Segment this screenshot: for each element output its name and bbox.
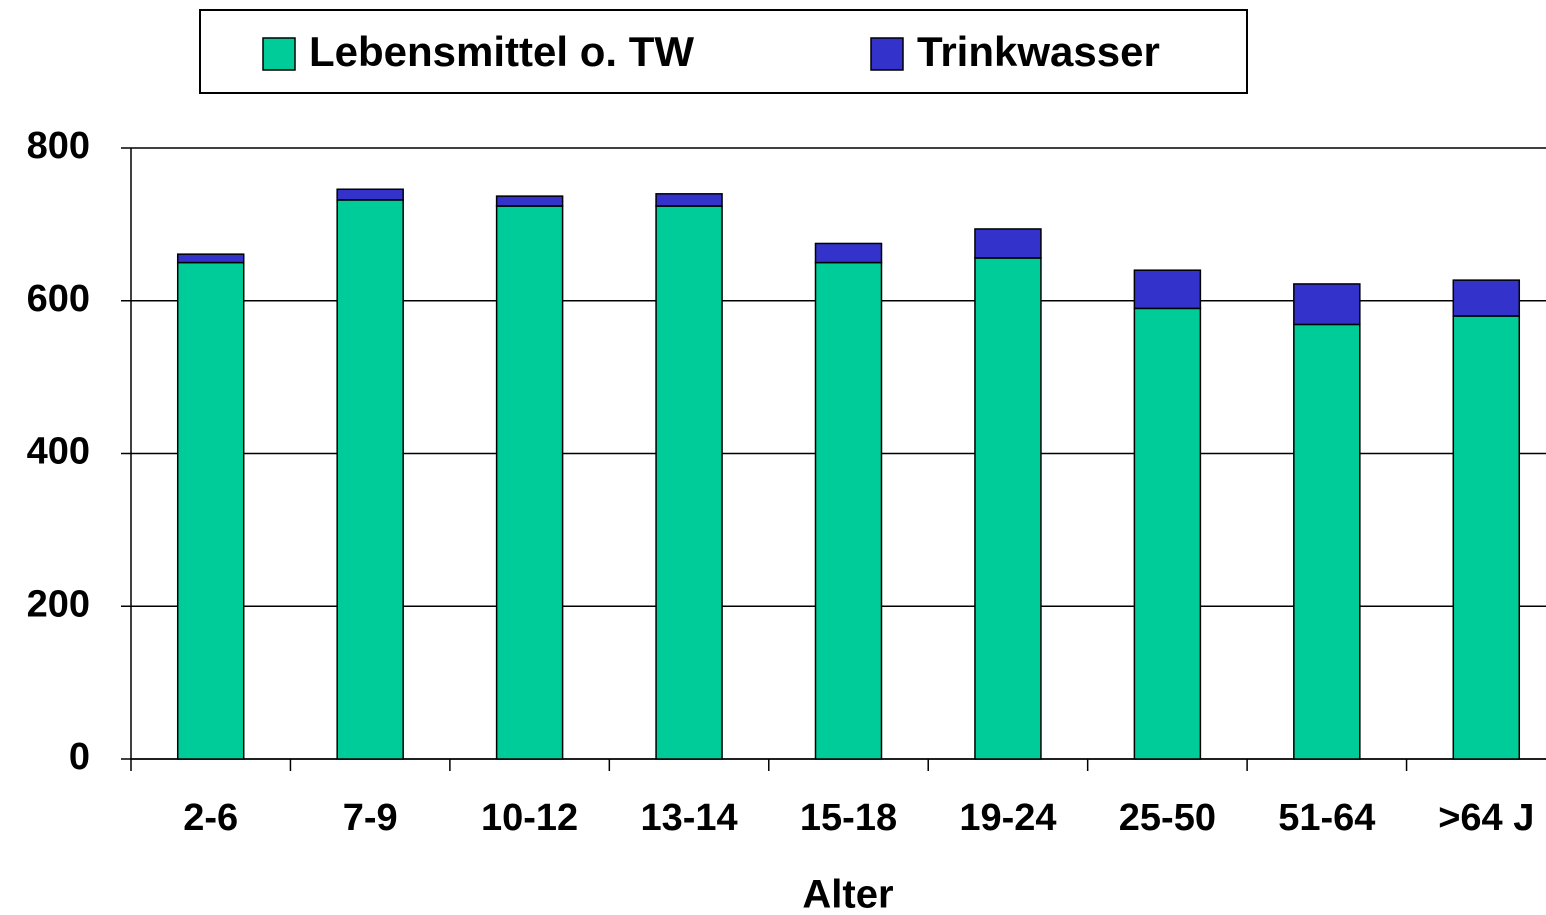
x-tick-label: 51-64 [1278,797,1375,839]
y-tick-label: 600 [27,278,90,320]
bar-segment [974,257,1042,760]
bar-segment [1133,269,1202,310]
y-tick-label: 200 [27,583,90,625]
x-tick-label: 10-12 [481,797,578,839]
bar-segment [1452,279,1521,317]
bar-segment [336,188,404,201]
legend-label: Lebensmittel o. TW [309,28,694,75]
y-tick-label: 0 [69,736,90,778]
x-tick-label: 2-6 [183,797,238,839]
y-tick-label: 800 [27,125,90,167]
x-tick-label: 7-9 [343,797,398,839]
x-tick-label: >64 J [1438,797,1534,839]
bar-segment [814,261,883,760]
bar-segment [176,253,245,264]
y-tick-label: 400 [27,431,90,473]
x-tick-label: 25-50 [1119,797,1216,839]
x-tick-label: 19-24 [959,797,1056,839]
bar-segment [1293,323,1361,760]
x-tick-label: 15-18 [800,797,897,839]
bar-segment [655,193,723,207]
legend-label: Trinkwasser [917,28,1160,75]
bar-segment [495,205,564,760]
bar-segment [495,195,564,207]
bar-segment [974,228,1042,259]
bar-segment [1452,315,1521,760]
legend-swatch [262,37,296,71]
bar-segment [1133,307,1202,760]
bar-segment [1293,283,1361,326]
x-tick-label: 13-14 [640,797,737,839]
legend-swatch [870,37,904,71]
legend-box [199,9,1248,94]
bar-segment [814,242,883,264]
x-axis-label: Alter [802,873,893,915]
bar-segment [176,261,245,760]
bar-segment [655,205,723,760]
bar-segment [336,199,404,760]
